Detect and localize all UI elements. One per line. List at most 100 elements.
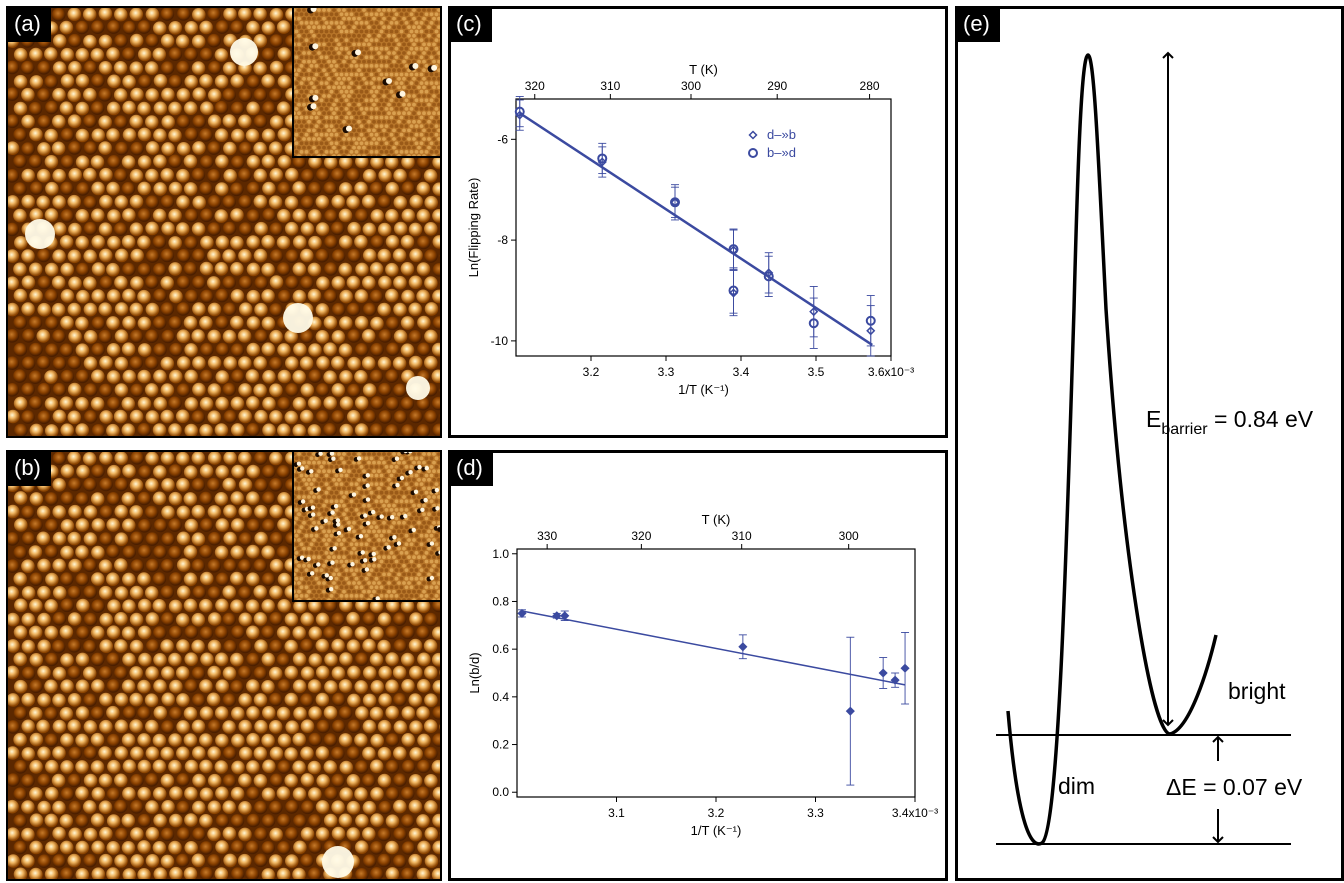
inset-molecule: [400, 525, 404, 529]
inset-molecule: [300, 150, 304, 154]
dim-molecule: [107, 788, 121, 802]
inset-molecule: [325, 55, 329, 59]
inset-molecule: [335, 465, 339, 469]
bright-molecule: [277, 209, 291, 223]
dim-molecule: [185, 209, 199, 223]
inset-molecule: [410, 456, 414, 460]
inset-molecule: [392, 77, 396, 81]
bright-molecule: [285, 693, 299, 707]
bright-molecule: [262, 129, 276, 143]
bright-molecule: [21, 195, 35, 209]
inset-molecule: [305, 150, 309, 154]
inset-molecule: [372, 137, 376, 141]
inset-molecule: [417, 581, 421, 585]
inset-molecule: [345, 474, 349, 478]
bright-molecule: [53, 61, 67, 75]
bright-molecule: [254, 222, 268, 236]
dim-molecule: [393, 693, 407, 707]
inset-molecule: [297, 547, 301, 551]
inset-molecule: [432, 495, 436, 499]
y-tick-label: -6: [497, 132, 508, 146]
inset-molecule: [422, 137, 426, 141]
bright-molecule: [29, 841, 43, 855]
inset-molecule: [432, 146, 436, 150]
inset-molecule: [320, 474, 324, 478]
inset-molecule: [302, 564, 306, 568]
inset-molecule: [315, 465, 319, 469]
inset-molecule: [315, 38, 319, 42]
inset-molecule: [297, 17, 301, 21]
dim-molecule: [363, 303, 377, 317]
inset-molecule: [335, 482, 339, 486]
bright-molecule: [45, 182, 59, 196]
bright-molecule: [115, 357, 129, 371]
inset-molecule: [397, 590, 401, 594]
inset-molecule: [337, 478, 341, 482]
inset-molecule: [337, 111, 341, 115]
bright-molecule: [122, 841, 136, 855]
bright-molecule: [269, 667, 283, 681]
inset-molecule: [325, 38, 329, 42]
dim-molecule: [370, 370, 384, 384]
y-tick-label: 0.4: [492, 690, 509, 704]
dim-molecule: [122, 546, 136, 560]
inset-molecule: [375, 116, 379, 120]
dim-molecule: [29, 343, 43, 357]
bright-molecule: [99, 356, 113, 370]
dim-molecule: [401, 626, 415, 640]
inset-molecule: [425, 150, 429, 154]
inset-molecule: [402, 504, 406, 508]
inset-molecule: [417, 504, 421, 508]
bright-molecule: [184, 787, 198, 801]
inset-molecule: [322, 86, 326, 90]
inset-molecule: [302, 68, 306, 72]
inset-molecule: [425, 133, 429, 137]
bright-molecule: [409, 693, 423, 707]
dim-molecule: [53, 357, 67, 371]
x-tick-label: 3.2: [708, 806, 725, 820]
dim-molecule: [269, 88, 283, 102]
bright-molecule: [145, 115, 159, 129]
inset-molecule: [380, 542, 384, 546]
inset-molecule: [305, 534, 309, 538]
bright-molecule: [215, 599, 229, 613]
bright-molecule: [75, 760, 89, 774]
inset-molecule: [387, 51, 391, 55]
inset-molecule: [327, 495, 331, 499]
inset-molecule: [362, 8, 366, 12]
inset-molecule: [380, 491, 384, 495]
bright-molecule: [91, 841, 105, 855]
inset-defect-bright: [403, 514, 407, 518]
inset-molecule: [372, 43, 376, 47]
inset-defect-bright: [336, 518, 340, 522]
bright-molecule: [254, 410, 268, 424]
dim-molecule: [37, 383, 51, 397]
dim-molecule: [60, 572, 74, 586]
inset-molecule: [300, 491, 304, 495]
inset-molecule: [302, 103, 306, 107]
inset-molecule: [327, 111, 331, 115]
inset-molecule: [367, 111, 371, 115]
inset-molecule: [412, 111, 416, 115]
dim-molecule: [200, 48, 214, 62]
inset-molecule: [360, 525, 364, 529]
inset-molecule: [370, 107, 374, 111]
inset-molecule: [370, 98, 374, 102]
dim-molecule: [308, 733, 322, 747]
inset-molecule: [425, 21, 429, 25]
inset-molecule: [427, 120, 431, 124]
inset-molecule: [340, 21, 344, 25]
inset-molecule: [422, 581, 426, 585]
inset-molecule: [352, 530, 356, 534]
dim-molecule: [254, 479, 268, 493]
bright-molecule: [347, 774, 361, 788]
inset-molecule: [352, 487, 356, 491]
bright-molecule: [269, 330, 283, 344]
inset-molecule: [335, 150, 339, 154]
dim-molecule: [60, 599, 74, 613]
inset-molecule: [302, 77, 306, 81]
inset-molecule: [390, 474, 394, 478]
dim-molecule: [29, 102, 43, 116]
inset-molecule: [297, 478, 301, 482]
inset-molecule: [300, 577, 304, 581]
